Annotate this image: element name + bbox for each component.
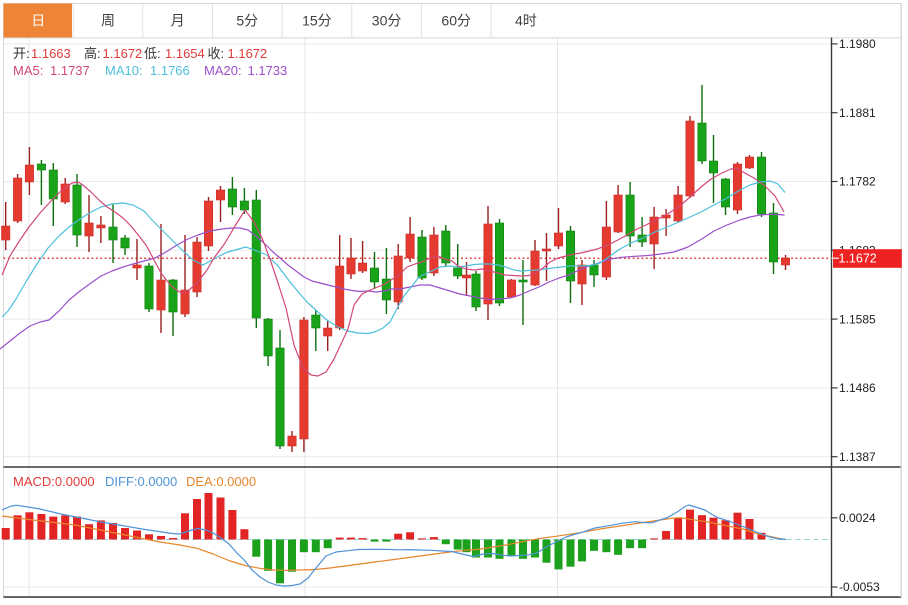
svg-text:0.0024: 0.0024 bbox=[839, 511, 876, 525]
svg-text:DIFF:0.0000: DIFF:0.0000 bbox=[105, 474, 177, 489]
svg-text:1.1672: 1.1672 bbox=[103, 46, 143, 61]
svg-text:1.1980: 1.1980 bbox=[839, 37, 876, 51]
svg-text:1.1782: 1.1782 bbox=[839, 175, 876, 189]
svg-text:MA5:: MA5: bbox=[13, 63, 43, 78]
svg-text:1.1733: 1.1733 bbox=[248, 63, 288, 78]
svg-text:30分: 30分 bbox=[372, 13, 402, 29]
svg-text:5分: 5分 bbox=[236, 13, 258, 29]
svg-text:1.1654: 1.1654 bbox=[165, 46, 205, 61]
svg-text:1.1672: 1.1672 bbox=[839, 252, 877, 266]
svg-text:月: 月 bbox=[171, 13, 185, 29]
svg-text:高:: 高: bbox=[84, 46, 101, 61]
svg-text:周: 周 bbox=[101, 13, 115, 29]
svg-text:15分: 15分 bbox=[302, 13, 332, 29]
svg-text:DEA:0.0000: DEA:0.0000 bbox=[186, 474, 256, 489]
svg-text:1.1672: 1.1672 bbox=[228, 46, 268, 61]
svg-text:1.1663: 1.1663 bbox=[31, 46, 71, 61]
svg-text:MA10:: MA10: bbox=[105, 63, 143, 78]
svg-text:1.1387: 1.1387 bbox=[839, 450, 876, 464]
svg-text:MA20:: MA20: bbox=[204, 63, 242, 78]
svg-text:1.1585: 1.1585 bbox=[839, 312, 876, 326]
svg-text:1.1766: 1.1766 bbox=[150, 63, 190, 78]
svg-text:MACD:0.0000: MACD:0.0000 bbox=[13, 474, 95, 489]
svg-text:4时: 4时 bbox=[515, 13, 537, 29]
svg-text:60分: 60分 bbox=[441, 13, 471, 29]
svg-text:开:: 开: bbox=[13, 46, 30, 61]
svg-text:-0.0053: -0.0053 bbox=[839, 580, 880, 594]
svg-text:低:: 低: bbox=[144, 46, 161, 61]
svg-text:1.1737: 1.1737 bbox=[50, 63, 90, 78]
svg-text:收:: 收: bbox=[208, 46, 225, 61]
svg-text:1.1486: 1.1486 bbox=[839, 381, 876, 395]
svg-text:1.1881: 1.1881 bbox=[839, 106, 876, 120]
svg-text:日: 日 bbox=[31, 13, 45, 29]
